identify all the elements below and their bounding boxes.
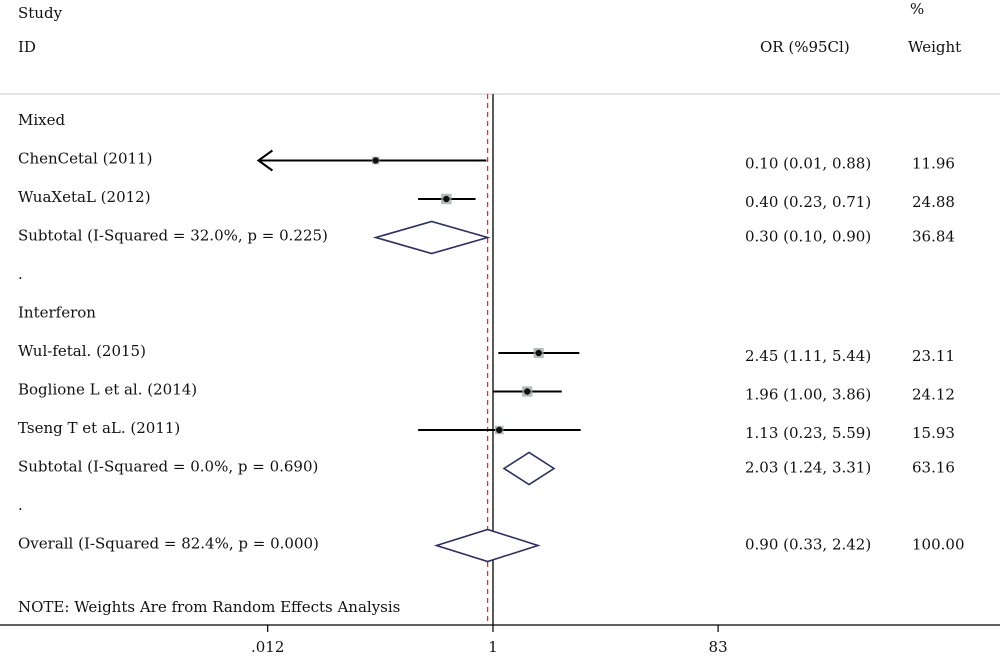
diamond-overall-i-squared-82-4-p-0-000: [433, 528, 541, 563]
x-tick-label-0: .012: [251, 638, 284, 656]
weight-text-tseng-t-et-al-2011: 15.93: [912, 424, 955, 442]
header-study: Study: [18, 4, 63, 22]
subtotal-label-subtotal-i-squared-0-0-p-0-690: Subtotal (I-Squared = 0.0%, p = 0.690): [18, 458, 318, 476]
header-weight-percent: %: [910, 0, 924, 18]
header-id: ID: [18, 38, 36, 56]
point-estimate-tseng-t-et-al-2011: [496, 426, 503, 434]
point-estimate-wul-fetal-2015: [535, 349, 542, 357]
study-label-wul-fetal-2015: Wul-fetal. (2015): [18, 342, 146, 360]
overall-label-overall-i-squared-82-4-p-0-000: Overall (I-Squared = 82.4%, p = 0.000): [18, 535, 319, 553]
study-label-tseng-t-et-al-2011: Tseng T et aL. (2011): [18, 419, 180, 437]
weight-text-subtotal-i-squared-32-0-p-0-225: 36.84: [912, 228, 955, 246]
ci-text-tseng-t-et-al-2011: 1.13 (0.23, 5.59): [745, 424, 871, 442]
header-weight: Weight: [908, 38, 961, 56]
point-estimate-wuaxetal-2012: [443, 195, 450, 203]
ci-text-overall-i-squared-82-4-p-0-000: 0.90 (0.33, 2.42): [745, 536, 871, 554]
ci-text-wuaxetal-2012: 0.40 (0.23, 0.71): [745, 193, 871, 211]
ci-text-boglione-l-et-al-2014: 1.96 (1.00, 3.86): [745, 386, 871, 404]
ci-text-subtotal-i-squared-32-0-p-0-225: 0.30 (0.10, 0.90): [745, 228, 871, 246]
x-tick-label-1: 1: [488, 638, 498, 656]
study-label-wuaxetal-2012: WuaXetaL (2012): [18, 188, 151, 206]
weight-text-overall-i-squared-82-4-p-0-000: 100.00: [912, 536, 965, 554]
point-estimate-chencetal-2011: [372, 157, 379, 164]
diamond-subtotal-i-squared-32-0-p-0-225: [372, 220, 491, 255]
group-label-interferon: Interferon: [18, 304, 96, 322]
group-label-mixed: Mixed: [18, 111, 65, 129]
weight-text-boglione-l-et-al-2014: 24.12: [912, 386, 955, 404]
ci-text-wul-fetal-2015: 2.45 (1.11, 5.44): [745, 347, 871, 365]
study-label-boglione-l-et-al-2014: Boglione L et al. (2014): [18, 381, 197, 399]
study-label-chencetal-2011: ChenCetal (2011): [18, 150, 152, 168]
spacer-label-: .: [18, 496, 23, 514]
point-estimate-boglione-l-et-al-2014: [524, 388, 531, 395]
ci-text-chencetal-2011: 0.10 (0.01, 0.88): [745, 155, 871, 173]
subtotal-label-subtotal-i-squared-32-0-p-0-225: Subtotal (I-Squared = 32.0%, p = 0.225): [18, 227, 328, 245]
ci-text-subtotal-i-squared-0-0-p-0-690: 2.03 (1.24, 3.31): [745, 459, 871, 477]
weight-text-wuaxetal-2012: 24.88: [912, 193, 955, 211]
weight-text-subtotal-i-squared-0-0-p-0-690: 63.16: [912, 459, 955, 477]
diamond-subtotal-i-squared-0-0-p-0-690: [502, 451, 556, 486]
x-tick-label-2: 83: [709, 638, 728, 656]
note-text: NOTE: Weights Are from Random Effects An…: [18, 598, 400, 616]
weight-text-wul-fetal-2015: 23.11: [912, 347, 955, 365]
header-or: OR (%95Cl): [760, 38, 850, 56]
weight-text-chencetal-2011: 11.96: [912, 155, 955, 173]
ci-arrow-chencetal-2011: [256, 149, 273, 172]
spacer-label-: .: [18, 265, 23, 283]
